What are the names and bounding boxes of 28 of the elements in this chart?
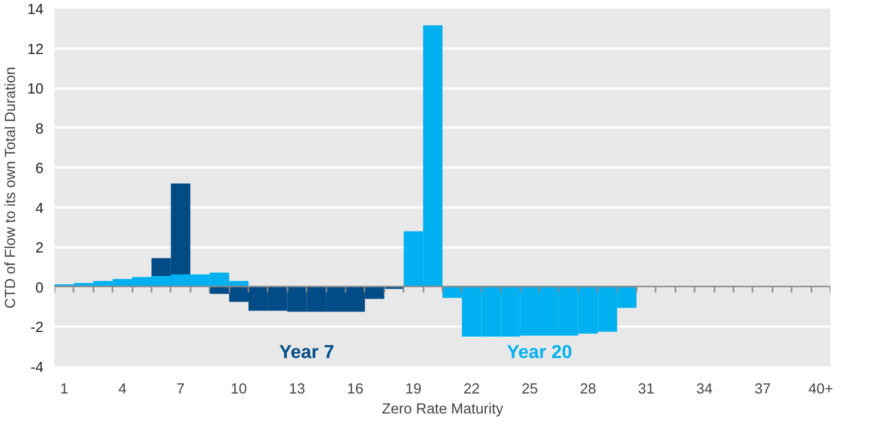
y-axis-title: CTD of Flow to its own Total Duration: [3, 66, 20, 308]
x-tick-label: 13: [288, 382, 306, 398]
x-tick-label: 19: [405, 382, 422, 398]
x-tick-label: 1: [60, 382, 68, 398]
y-tick-label: 4: [35, 200, 44, 217]
y-tick-label: 14: [27, 2, 44, 18]
x-tick-label: 31: [638, 382, 654, 398]
x-tick-label: 10: [230, 382, 247, 398]
x-tick-label: 16: [347, 382, 364, 398]
y-tick-label: 12: [27, 42, 44, 58]
x-tick-label: 40+: [808, 382, 834, 398]
x-tick-label: 22: [463, 382, 480, 398]
y-tick-label: 10: [27, 82, 44, 98]
x-tick-label: 34: [696, 382, 713, 398]
x-tick-label: 37: [754, 382, 771, 398]
series-label: Year 20: [506, 341, 572, 362]
y-tick-label: -2: [30, 320, 44, 336]
x-tick-label: 4: [118, 382, 126, 398]
y-tick-label: 2: [35, 240, 44, 257]
y-tick-label: -4: [30, 360, 44, 376]
x-tick-label: 7: [176, 382, 185, 398]
x-tick-label: 28: [580, 382, 596, 398]
y-tick-label: 0: [35, 280, 44, 296]
series-label: Year 7: [279, 341, 334, 362]
x-axis-title: Zero Rate Maturity: [382, 402, 504, 418]
y-tick-label: 6: [35, 161, 44, 178]
x-tick-label: 25: [522, 382, 538, 398]
y-tick-label: 8: [35, 121, 44, 138]
